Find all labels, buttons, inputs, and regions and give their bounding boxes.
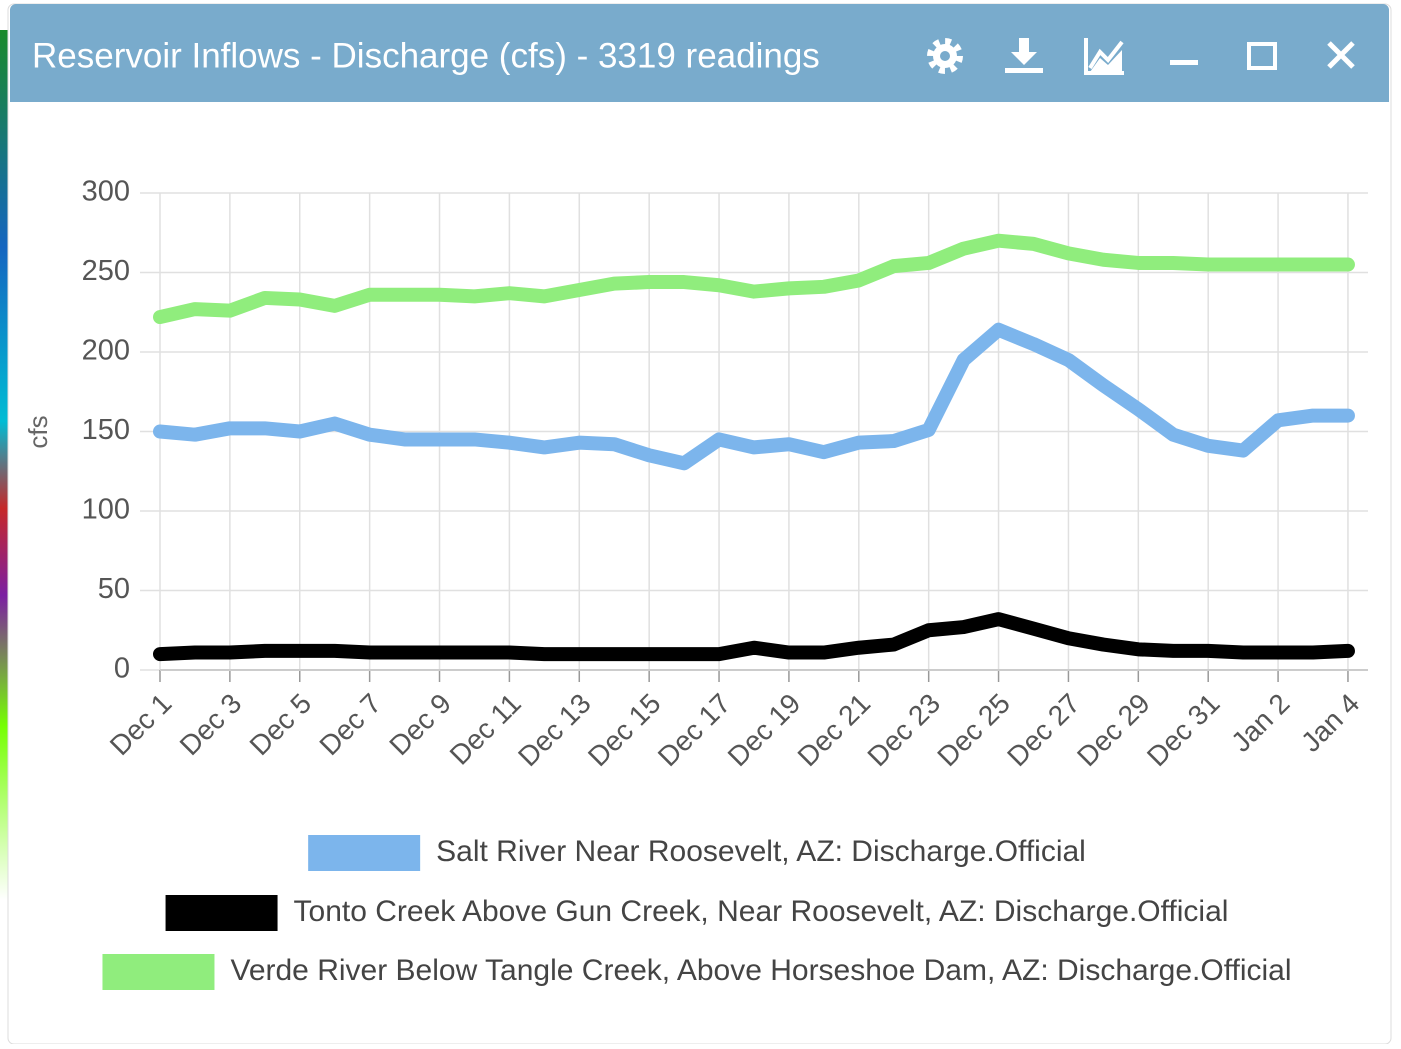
legend-label: Tonto Creek Above Gun Creek, Near Roosev… xyxy=(294,895,1229,928)
series-line xyxy=(153,322,1355,471)
window-title: Reservoir Inflows - Discharge (cfs) - 33… xyxy=(32,36,820,75)
chart-button[interactable] xyxy=(1084,38,1124,75)
legend-item: Tonto Creek Above Gun Creek, Near Roosev… xyxy=(165,895,1229,931)
y-tick-label: 250 xyxy=(82,255,130,287)
y-tick-label: 150 xyxy=(82,414,130,446)
maximize-button[interactable] xyxy=(1247,42,1277,70)
close-button[interactable] xyxy=(1327,41,1355,69)
y-tick-label: 0 xyxy=(114,653,130,685)
window-header xyxy=(10,4,1389,102)
y-axis-label: cfs xyxy=(23,415,53,448)
window xyxy=(7,3,1392,1045)
y-tick-label: 300 xyxy=(82,176,130,208)
y-tick-label: 50 xyxy=(98,573,130,605)
series-line xyxy=(153,612,1355,662)
minimize-button[interactable] xyxy=(1170,60,1198,65)
legend-label: Salt River Near Roosevelt, AZ: Discharge… xyxy=(436,835,1086,868)
legend-swatch xyxy=(308,835,421,871)
legend-item: Salt River Near Roosevelt, AZ: Discharge… xyxy=(308,835,1086,871)
legend-item: Verde River Below Tangle Creek, Above Ho… xyxy=(102,954,1292,990)
legend-label: Verde River Below Tangle Creek, Above Ho… xyxy=(230,954,1291,987)
y-tick-label: 200 xyxy=(82,335,130,367)
background-strip xyxy=(0,30,8,900)
series-line xyxy=(153,233,1355,325)
download-button[interactable] xyxy=(1005,38,1043,73)
legend-swatch xyxy=(165,895,278,931)
y-tick-label: 100 xyxy=(82,494,130,526)
window-toolbar xyxy=(927,38,1355,75)
legend-swatch xyxy=(102,954,215,990)
settings-button[interactable] xyxy=(927,38,963,74)
